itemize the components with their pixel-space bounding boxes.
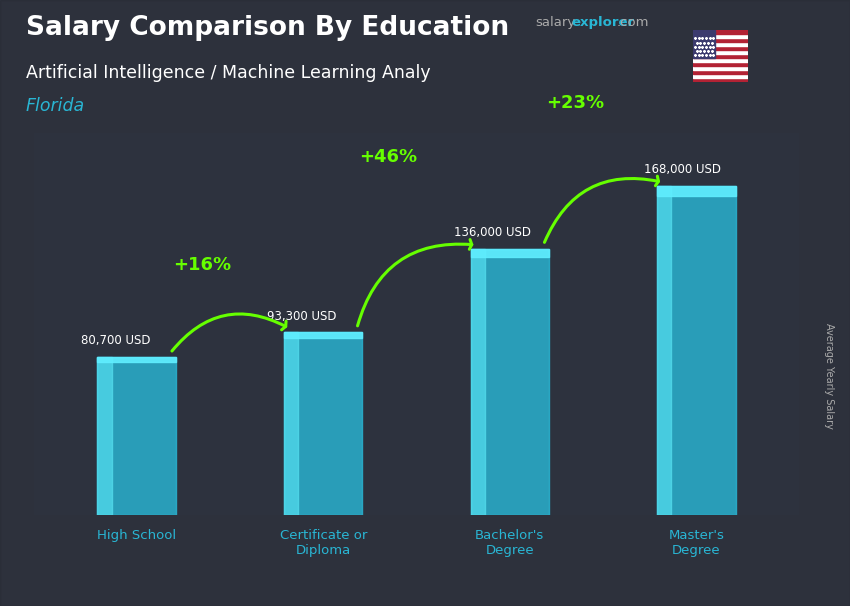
Bar bbox=[693, 30, 748, 35]
Bar bbox=[693, 54, 748, 58]
Bar bbox=[284, 333, 362, 338]
Text: salary: salary bbox=[536, 16, 575, 29]
Bar bbox=[693, 50, 748, 54]
Bar bbox=[284, 333, 362, 515]
Text: Average Yearly Salary: Average Yearly Salary bbox=[824, 323, 834, 428]
Bar bbox=[98, 357, 176, 515]
Text: 136,000 USD: 136,000 USD bbox=[454, 226, 530, 239]
Text: .com: .com bbox=[616, 16, 649, 29]
Bar bbox=[693, 30, 715, 58]
Bar bbox=[693, 35, 748, 38]
Bar bbox=[693, 46, 748, 50]
Text: +16%: +16% bbox=[173, 256, 231, 274]
Bar bbox=[693, 74, 748, 78]
Bar bbox=[657, 186, 735, 515]
Text: +23%: +23% bbox=[546, 94, 604, 112]
Text: Artificial Intelligence / Machine Learning Analy: Artificial Intelligence / Machine Learni… bbox=[26, 64, 430, 82]
Text: Salary Comparison By Education: Salary Comparison By Education bbox=[26, 15, 508, 41]
Bar bbox=[471, 249, 484, 515]
Bar bbox=[98, 357, 111, 515]
Bar bbox=[471, 249, 549, 515]
Bar bbox=[693, 70, 748, 74]
Bar bbox=[693, 66, 748, 70]
Bar bbox=[693, 38, 748, 42]
Text: explorer: explorer bbox=[571, 16, 634, 29]
Text: 168,000 USD: 168,000 USD bbox=[644, 164, 721, 176]
Bar bbox=[471, 249, 549, 257]
Bar bbox=[657, 186, 672, 515]
Text: +46%: +46% bbox=[360, 148, 417, 167]
Bar bbox=[98, 357, 176, 362]
Bar bbox=[693, 62, 748, 66]
Text: 93,300 USD: 93,300 USD bbox=[267, 310, 337, 322]
Text: Florida: Florida bbox=[26, 97, 85, 115]
Bar bbox=[693, 78, 748, 82]
Bar bbox=[657, 186, 735, 196]
Bar bbox=[693, 42, 748, 46]
Bar bbox=[284, 333, 298, 515]
Bar bbox=[693, 58, 748, 62]
Text: 80,700 USD: 80,700 USD bbox=[81, 335, 150, 347]
